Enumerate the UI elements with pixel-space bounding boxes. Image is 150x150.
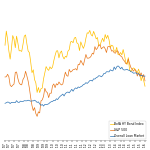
Overall Loan Market <box>43 105 44 107</box>
Overall Loan Market <box>138 73 140 75</box>
BofA HY Bond Index <box>46 68 48 70</box>
Line: S&P 500: S&P 500 <box>5 45 145 116</box>
Line: BofA HY Bond Index: BofA HY Bond Index <box>5 30 145 93</box>
BofA HY Bond Index <box>70 41 71 43</box>
BofA HY Bond Index <box>144 85 146 87</box>
Overall Loan Market <box>117 65 119 67</box>
Overall Loan Market <box>46 103 48 105</box>
BofA HY Bond Index <box>106 38 107 39</box>
S&P 500 <box>144 80 146 82</box>
Line: Overall Loan Market: Overall Loan Market <box>5 66 145 106</box>
S&P 500 <box>70 71 71 73</box>
Overall Loan Market <box>143 75 145 77</box>
S&P 500 <box>74 69 75 70</box>
Overall Loan Market <box>104 73 106 74</box>
BofA HY Bond Index <box>4 44 6 46</box>
S&P 500 <box>143 74 145 75</box>
Overall Loan Market <box>144 75 146 77</box>
S&P 500 <box>106 52 107 53</box>
S&P 500 <box>4 76 6 78</box>
S&P 500 <box>46 92 48 94</box>
Overall Loan Market <box>70 90 71 92</box>
S&P 500 <box>99 44 101 46</box>
BofA HY Bond Index <box>143 80 145 81</box>
BofA HY Bond Index <box>89 30 91 31</box>
S&P 500 <box>36 116 38 117</box>
Legend: BofA HY Bond Index, S&P 500, Overall Loan Market: BofA HY Bond Index, S&P 500, Overall Loa… <box>109 121 146 139</box>
BofA HY Bond Index <box>138 68 140 70</box>
Overall Loan Market <box>74 88 75 90</box>
BofA HY Bond Index <box>39 92 41 94</box>
S&P 500 <box>138 72 140 74</box>
BofA HY Bond Index <box>74 37 75 39</box>
Overall Loan Market <box>4 102 6 104</box>
